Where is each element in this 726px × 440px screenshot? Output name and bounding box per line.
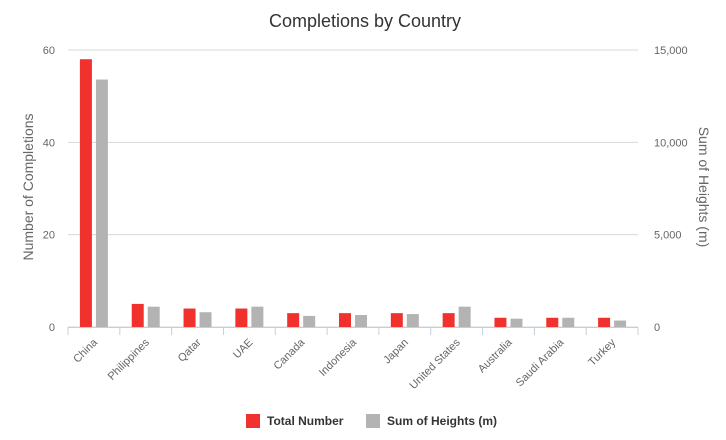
x-tick-label: Saudi Arabia bbox=[514, 336, 567, 389]
bar-total-number[interactable] bbox=[287, 313, 300, 327]
right-tick-label: 5,000 bbox=[654, 230, 682, 242]
right-axis-title: Sum of Heights (m) bbox=[696, 127, 712, 248]
gridlines bbox=[68, 49, 638, 328]
bar-sum-of-heights[interactable] bbox=[355, 314, 367, 327]
x-tick-label: Indonesia bbox=[317, 336, 360, 379]
bar-sum-of-heights[interactable] bbox=[199, 312, 212, 327]
bar-sum-of-heights[interactable] bbox=[614, 320, 627, 327]
right-tick-label: 15,000 bbox=[654, 45, 688, 57]
bar-total-number[interactable] bbox=[390, 313, 403, 327]
chart-title: Completions by Country bbox=[269, 11, 461, 31]
bar-total-number[interactable] bbox=[598, 317, 611, 327]
bar-total-number[interactable] bbox=[442, 313, 455, 327]
bar-sum-of-heights[interactable] bbox=[95, 79, 108, 328]
bar-total-number[interactable] bbox=[183, 308, 196, 327]
legend-swatch bbox=[366, 414, 380, 428]
legend[interactable]: Total Number Sum of Heights (m) bbox=[246, 414, 497, 428]
x-tick-label: Australia bbox=[476, 336, 515, 375]
bar-sum-of-heights[interactable] bbox=[510, 318, 523, 327]
x-tick-label: Japan bbox=[381, 337, 411, 367]
bar-sum-of-heights[interactable] bbox=[406, 314, 419, 327]
bar-sum-of-heights[interactable] bbox=[147, 306, 160, 327]
x-tick-label: Qatar bbox=[176, 336, 204, 364]
left-axis-title: Number of Completions bbox=[20, 113, 36, 260]
bar-total-number[interactable] bbox=[546, 317, 559, 327]
left-tick-label: 40 bbox=[43, 137, 55, 149]
x-tick-label: Turkey bbox=[586, 336, 618, 368]
x-tick-label: United States bbox=[408, 336, 464, 392]
legend-label: Sum of Heights (m) bbox=[387, 414, 497, 428]
bar-sum-of-heights[interactable] bbox=[251, 306, 264, 327]
left-tick-label: 20 bbox=[43, 230, 55, 242]
x-tick-label: Philippines bbox=[106, 336, 152, 382]
bar-sum-of-heights[interactable] bbox=[458, 306, 471, 327]
bar-total-number[interactable] bbox=[339, 313, 351, 327]
right-tick-label: 10,000 bbox=[654, 137, 688, 149]
bar-total-number[interactable] bbox=[494, 317, 507, 327]
x-tick-label: Canada bbox=[272, 336, 308, 372]
bar-total-number[interactable] bbox=[131, 303, 144, 327]
x-tick-label: UAE bbox=[231, 337, 255, 361]
legend-label: Total Number bbox=[267, 414, 344, 428]
left-tick-label: 60 bbox=[43, 45, 55, 57]
right-axis-ticks: 0 5,000 10,000 15,000 bbox=[654, 45, 688, 334]
bar-sum-of-heights[interactable] bbox=[303, 315, 316, 327]
left-axis-ticks: 0 20 40 60 bbox=[43, 45, 55, 334]
x-axis: China Philippines Qatar UAE Canada Indonesia J… bbox=[67, 327, 639, 392]
right-tick-label: 0 bbox=[654, 322, 660, 334]
x-tick-label: China bbox=[71, 336, 100, 365]
legend-swatch bbox=[246, 414, 260, 428]
bar-sum-of-heights[interactable] bbox=[562, 317, 575, 327]
bars bbox=[79, 59, 627, 328]
bar-total-number[interactable] bbox=[235, 308, 248, 327]
bar-total-number[interactable] bbox=[79, 59, 92, 327]
left-tick-label: 0 bbox=[49, 322, 55, 334]
